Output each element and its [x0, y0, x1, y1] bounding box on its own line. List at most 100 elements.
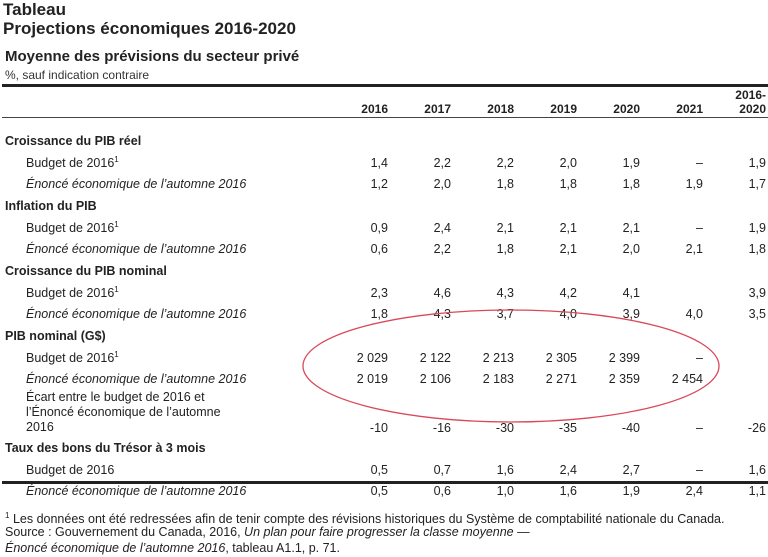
row-label: Écart entre le budget de 2016 et l’Énonc…	[2, 390, 325, 437]
cell-value: 2,7	[622, 462, 640, 477]
table-title: Projections économiques 2016-2020	[3, 19, 296, 38]
cell-value: 2,2	[433, 242, 451, 257]
cell-value: –	[696, 155, 703, 170]
spacer	[2, 119, 766, 130]
column-header: 2017	[424, 102, 451, 116]
cell-value: 3,9	[622, 307, 640, 322]
section-label: PIB nominal (G$)	[5, 329, 106, 343]
row-label: Énoncé économique de l’automne 2016	[2, 369, 325, 391]
footnote-ref: 1	[114, 220, 119, 230]
cell-value: 2 029	[356, 350, 388, 365]
cell-value: 4,2	[559, 285, 577, 300]
cell-value: -30	[495, 421, 514, 435]
cell-value: 3,7	[496, 307, 514, 322]
row-label-text: Énoncé économique de l’automne 2016	[26, 372, 247, 387]
cell-value: 2,1	[559, 242, 577, 257]
row-label-text: Budget de 2016	[26, 462, 115, 477]
section-label: Inflation du PIB	[5, 199, 97, 213]
cell-value: 3,5	[748, 307, 766, 322]
cell-value: 1,9	[622, 155, 640, 170]
section-label: Croissance du PIB réel	[5, 134, 142, 148]
cell-value: 4,0	[685, 307, 703, 322]
table-row: Énoncé économique de l’automne 2016 1,2 2,…	[2, 174, 766, 196]
cell-value: -40	[621, 421, 640, 435]
cell-value: 2 213	[482, 350, 514, 365]
cell-value: –	[696, 421, 703, 435]
row-label-text: Énoncé économique de l’automne 2016	[26, 307, 247, 322]
bottom-rule	[2, 481, 768, 484]
row-label-text: Énoncé économique de l’automne 2016	[26, 484, 247, 499]
cell-value: 0,5	[370, 462, 388, 477]
cell-value: 0,7	[433, 462, 451, 477]
cell-value: 2,3	[370, 285, 388, 300]
cell-value: 2 019	[356, 372, 388, 387]
cell-value: 2,2	[496, 155, 514, 170]
cell-value: 2,1	[622, 220, 640, 235]
row-label: Énoncé économique de l’automne 2016	[2, 239, 325, 261]
table-row: Budget de 20161 2 029 2 122 2 213 2 305 2 399…	[2, 347, 766, 369]
source-suffix: , tableau A1.1, p. 71.	[225, 541, 340, 555]
source-title-part2: Énoncé économique de l’automne 2016	[5, 541, 226, 555]
cell-value: 1,9	[622, 484, 640, 499]
cell-value: -16	[432, 421, 451, 435]
section-header: Taux des bons du Trésor à 3 mois	[2, 437, 766, 459]
cell-value: 1,2	[370, 177, 388, 192]
cell-value: 2,4	[685, 484, 703, 499]
column-header: 2018	[487, 102, 514, 116]
cell-value: 1,0	[496, 484, 514, 499]
footnote-ref: 1	[114, 155, 119, 165]
cell-value: 1,8	[496, 242, 514, 257]
table-row: Budget de 20161 0,9 2,4 2,1 2,1 2,1 – 1,9	[2, 217, 766, 239]
section-label: Croissance du PIB nominal	[5, 264, 167, 278]
row-label: Budget de 20161	[2, 217, 325, 239]
cell-value: 2,1	[559, 220, 577, 235]
cell-value: 1,9	[748, 220, 766, 235]
column-header: 2019	[550, 102, 577, 116]
source-prefix: Source : Gouvernement du Canada, 2016,	[5, 525, 245, 539]
row-label: Énoncé économique de l’automne 2016	[2, 304, 325, 326]
row-label-text: Budget de 2016	[26, 156, 115, 171]
cell-value: 0,6	[433, 484, 451, 499]
cell-value: –	[696, 350, 703, 365]
cell-value: 2 399	[608, 350, 640, 365]
top-rule	[2, 84, 768, 87]
section-header: Croissance du PIB réel	[2, 130, 766, 152]
table-subtitle: Moyenne des prévisions du secteur privé	[5, 48, 300, 65]
row-label-text: Budget de 2016	[26, 286, 115, 301]
section-header: PIB nominal (G$)	[2, 325, 766, 347]
cell-value: 1,9	[748, 155, 766, 170]
cell-value: -10	[369, 421, 388, 435]
row-label-text: Budget de 2016	[26, 351, 115, 366]
cell-value: 2,4	[559, 462, 577, 477]
cell-value: 1,8	[370, 307, 388, 322]
column-header: 2020	[613, 102, 640, 116]
section-header: Inflation du PIB	[2, 195, 766, 217]
cell-value: 1,8	[622, 177, 640, 192]
row-label-text: Énoncé économique de l’automne 2016	[26, 177, 247, 192]
footnote-1: 1 Les données ont été redressées afin de…	[5, 507, 724, 528]
source-line-1: Source : Gouvernement du Canada, 2016, U…	[5, 524, 530, 541]
table-row: Énoncé économique de l’automne 2016 2 019…	[2, 369, 766, 391]
cell-value: 4,1	[622, 285, 640, 300]
cell-value	[703, 369, 766, 391]
row-label-text: Énoncé économique de l’automne 2016	[26, 242, 247, 257]
cell-value: 2 122	[419, 350, 451, 365]
table-row: Énoncé économique de l’automne 2016 0,6 2,…	[2, 239, 766, 261]
cell-value: 0,6	[370, 242, 388, 257]
cell-value: 1,8	[559, 177, 577, 192]
column-header: 2016	[361, 102, 388, 116]
cell-value: 1,4	[370, 155, 388, 170]
footnote-ref: 1	[114, 350, 119, 360]
cell-value: 2 359	[608, 372, 640, 387]
row-label: Énoncé économique de l’automne 2016	[2, 174, 325, 196]
row-label-text: Écart entre le budget de 2016 et l’Énonc…	[26, 390, 221, 434]
row-label-text: Budget de 2016	[26, 221, 115, 236]
column-header: 2021	[676, 102, 703, 116]
cell-value: -26	[747, 421, 766, 435]
row-label: Budget de 20161	[2, 282, 325, 304]
table-row: Énoncé économique de l’automne 2016 0,5 0,…	[2, 481, 766, 503]
cell-value: 1,6	[559, 484, 577, 499]
cell-value: 2,0	[559, 155, 577, 170]
table-row: Énoncé économique de l’automne 2016 1,8 4,…	[2, 304, 766, 326]
cell-value: 4,6	[433, 285, 451, 300]
